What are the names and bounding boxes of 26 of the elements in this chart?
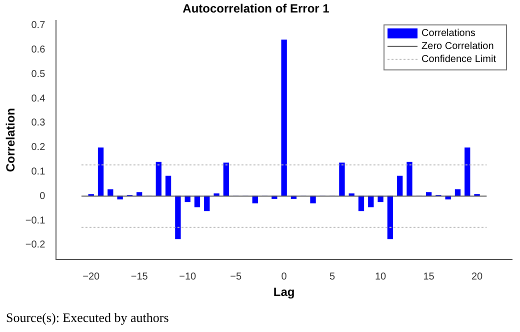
y-tick-label: 0.6 xyxy=(31,44,46,56)
y-axis-title: Correlation xyxy=(4,108,18,172)
y-tick-label: −0.1 xyxy=(25,215,46,226)
x-tick-label: 0 xyxy=(281,271,288,282)
y-tick-label: 0.4 xyxy=(31,93,46,104)
y-tick-label: 0.1 xyxy=(31,166,46,178)
y-tick-label: −0.2 xyxy=(25,240,46,251)
x-tick-label: 15 xyxy=(423,271,435,282)
legend-label: Confidence Limit xyxy=(422,54,496,66)
y-tick-label: 0.3 xyxy=(31,118,46,129)
y-tick-label: 0.7 xyxy=(31,20,46,32)
x-tick-label: −10 xyxy=(179,271,197,282)
y-tick-label: 0.2 xyxy=(31,142,46,154)
legend-label: Correlations xyxy=(422,28,476,40)
source-note: Source(s): Executed by authors xyxy=(6,310,169,326)
x-tick-label: −20 xyxy=(82,271,100,282)
y-tick-label: 0 xyxy=(40,190,46,202)
x-tick-label: −15 xyxy=(130,271,148,282)
y-tick-label: 0.5 xyxy=(31,68,46,80)
legend-label: Zero Correlation xyxy=(422,41,494,52)
chart-title: Autocorrelation of Error 1 xyxy=(182,2,330,16)
x-axis-title: Lag xyxy=(273,285,295,300)
x-tick-label: 10 xyxy=(374,271,387,282)
x-tick-label: 20 xyxy=(471,271,484,282)
x-tick-label: −5 xyxy=(230,271,242,282)
x-tick-label: 5 xyxy=(330,271,336,282)
